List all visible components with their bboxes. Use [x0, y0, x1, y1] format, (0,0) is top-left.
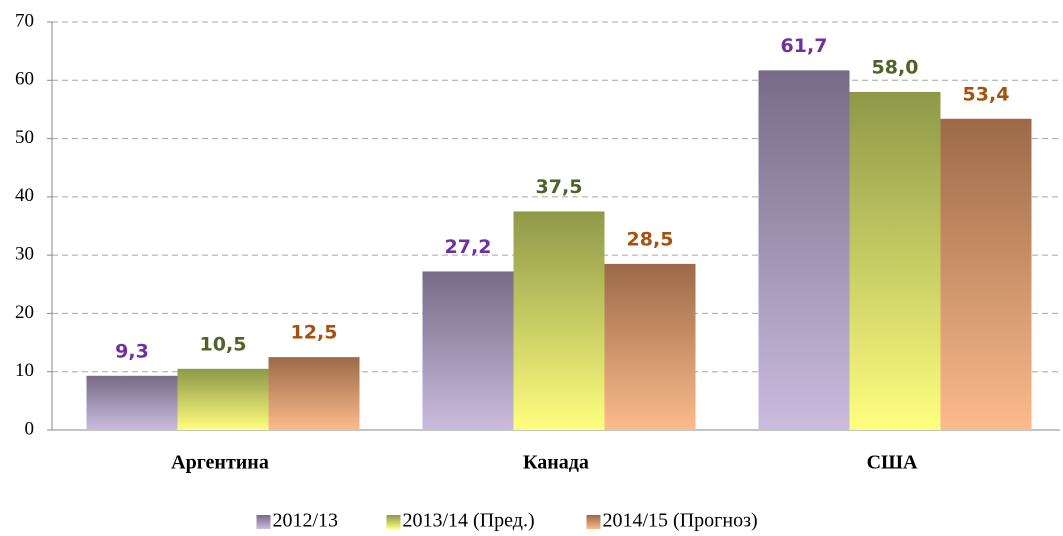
- legend-label: 2012/13: [273, 510, 339, 532]
- legend-swatch: [386, 515, 401, 529]
- bar: [758, 70, 850, 431]
- legend-label: 2014/15 (Прогноз): [603, 510, 758, 532]
- bar: [268, 357, 360, 430]
- legend-label: 2013/14 (Пред.): [403, 510, 535, 532]
- bar: [177, 368, 269, 430]
- bar: [940, 118, 1032, 431]
- value-label: 37,5: [536, 176, 583, 198]
- value-label: 27,2: [445, 236, 492, 258]
- value-label: 12,5: [291, 322, 338, 344]
- value-label: 58,0: [872, 56, 919, 78]
- value-label: 61,7: [781, 35, 828, 57]
- x-tick-label: Канада: [523, 452, 589, 474]
- bar: [604, 263, 696, 430]
- value-label: 10,5: [200, 333, 247, 355]
- bar: [86, 375, 178, 430]
- value-label: 9,3: [115, 340, 149, 362]
- bar: [422, 271, 514, 430]
- y-tick-label: 70: [15, 10, 34, 31]
- bar: [513, 211, 605, 430]
- x-tick-label: США: [867, 452, 918, 474]
- legend-swatch: [586, 515, 601, 529]
- value-label: 53,4: [963, 83, 1010, 105]
- y-tick-label: 30: [15, 244, 34, 265]
- legend-swatch: [256, 515, 271, 529]
- y-tick-label: 20: [15, 302, 34, 323]
- x-tick-label: Аргентина: [171, 452, 269, 474]
- y-tick-label: 50: [15, 127, 34, 148]
- bar: [849, 91, 941, 430]
- y-tick-label: 40: [15, 185, 34, 206]
- value-label: 28,5: [627, 228, 674, 250]
- y-tick-label: 60: [15, 69, 34, 90]
- y-tick-label: 10: [15, 360, 34, 381]
- y-tick-label: 0: [25, 418, 35, 439]
